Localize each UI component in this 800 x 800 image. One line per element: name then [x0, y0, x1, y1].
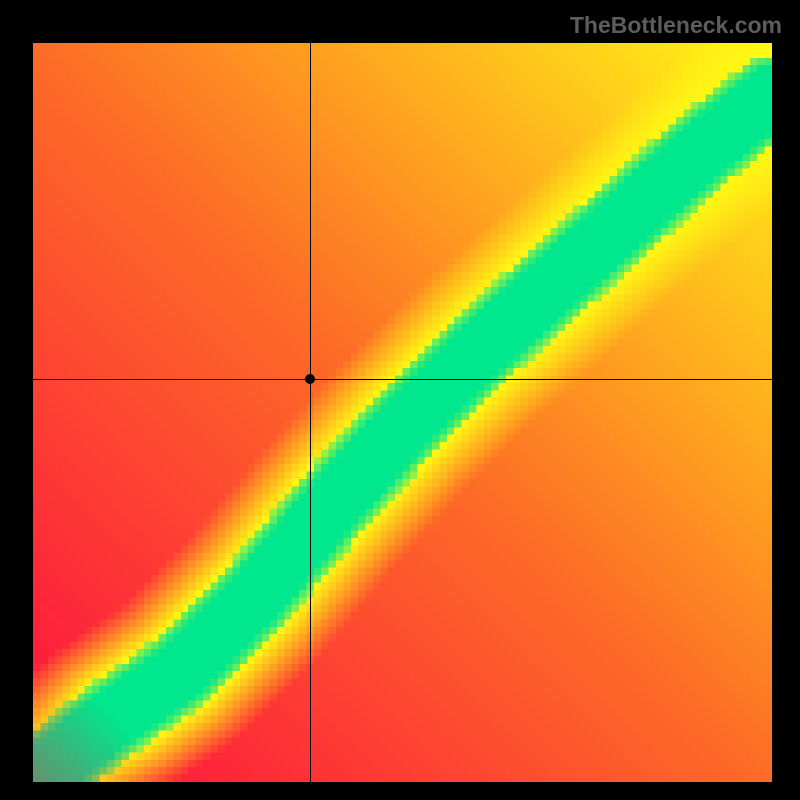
heatmap-canvas [33, 43, 772, 782]
watermark: TheBottleneck.com [570, 12, 782, 39]
marker-dot [305, 374, 315, 384]
crosshair-horizontal [33, 379, 772, 380]
bottleneck-heatmap [33, 43, 772, 782]
crosshair-vertical [310, 43, 311, 782]
